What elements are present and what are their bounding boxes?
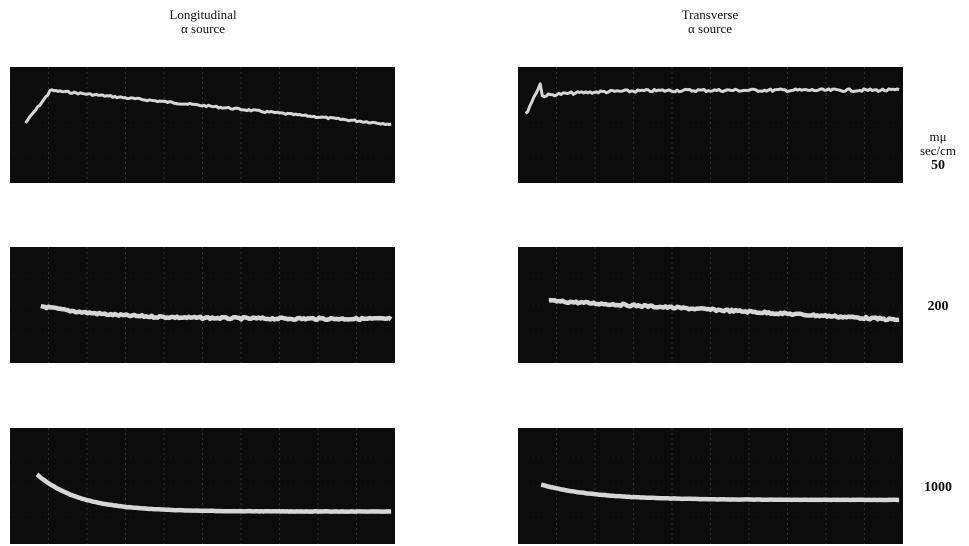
row-label: 1000 — [924, 480, 952, 495]
row-label: 200 — [928, 299, 949, 314]
oscillogram — [518, 428, 903, 544]
oscillogram — [10, 67, 395, 183]
unit-label: mμ — [929, 129, 946, 144]
oscillogram — [10, 247, 395, 363]
column-title: Longitudinal — [169, 7, 237, 22]
column-title: Transverse — [682, 7, 739, 22]
page: Longitudinal α source Transverse α sourc… — [0, 0, 969, 546]
oscillogram — [518, 247, 903, 363]
row-label: 50 — [931, 158, 945, 173]
unit-label: sec/cm — [920, 143, 956, 158]
column-subtitle: α source — [181, 21, 225, 36]
column-subtitle: α source — [688, 21, 732, 36]
figure: Longitudinal α source Transverse α sourc… — [0, 0, 969, 546]
oscillogram — [518, 67, 903, 183]
oscillogram — [10, 428, 395, 544]
